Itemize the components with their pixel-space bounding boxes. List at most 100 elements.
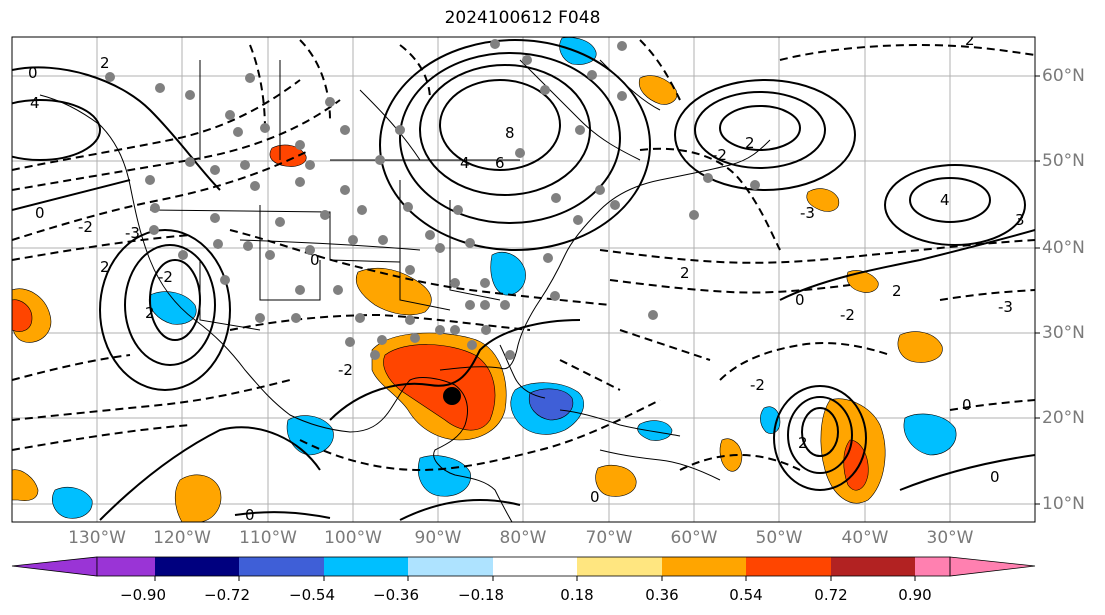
contour-label: -3 <box>998 298 1013 316</box>
lon-label-40w: 40°W <box>841 528 889 548</box>
colorbar-segment <box>408 557 493 576</box>
contour-zero-6 <box>99 426 321 521</box>
high-contour-canada-1 <box>439 79 561 171</box>
contour-label: 0 <box>962 396 972 414</box>
contour-label: 2 <box>745 134 755 152</box>
cool-anomaly-eastus <box>490 251 526 296</box>
colorbar-segment <box>239 557 324 576</box>
contour-label: 2 <box>680 264 690 282</box>
contour-label: 0 <box>590 488 600 506</box>
map-title: 2024100612 F048 <box>444 8 601 28</box>
contour-label: -2 <box>750 376 765 394</box>
lat-label-20n: 20°N <box>1042 408 1085 428</box>
contour-label: -3 <box>800 204 815 222</box>
dashed-contours <box>12 39 1035 472</box>
colorbar-tick-label: −0.36 <box>373 586 419 604</box>
warm-anomaly-caribbean <box>595 465 637 497</box>
colorbar-tick-label: 0.18 <box>560 586 594 604</box>
map-frame <box>11 36 1036 523</box>
contour-label: 4 <box>30 94 40 112</box>
colorbar-tick-label: −0.90 <box>120 586 166 604</box>
station-markers <box>105 39 760 360</box>
contour-label: 2 <box>892 282 902 300</box>
contour-lines <box>12 39 1035 521</box>
lat-label-40n: 40°N <box>1042 238 1085 258</box>
high-contour-west-1 <box>12 99 101 161</box>
high-contour-subtropical-2 <box>787 396 853 474</box>
contour-label: 2 <box>100 54 110 72</box>
high-contour-atlantic-3 <box>674 79 856 191</box>
contour-label: 0 <box>35 204 45 222</box>
lon-label-60w: 60°W <box>670 528 718 548</box>
cool-anomaly-atlantic <box>903 413 957 456</box>
shaded-fields <box>12 37 957 522</box>
contour-label: 2 <box>798 434 808 452</box>
coastlines <box>39 59 771 522</box>
contour-label: 0 <box>310 251 320 269</box>
contour-zero-2 <box>12 179 131 211</box>
contour-label: 6 <box>495 154 505 172</box>
colorbar-tick-label: 0.54 <box>729 586 763 604</box>
cool-anomaly-pacific <box>148 291 197 325</box>
colorbar-segment <box>155 557 239 576</box>
storm-center-marker <box>443 387 461 405</box>
contour-label: 0 <box>245 506 255 524</box>
colorbar-segment <box>746 557 831 576</box>
high-contour-east-2 <box>884 164 1026 246</box>
contour-label: -3 <box>125 224 140 242</box>
lon-label-90w: 90°W <box>414 528 462 548</box>
cool-anomaly-pacific-south <box>52 487 93 519</box>
cool-anomaly-yucatan <box>418 455 471 497</box>
high-contour-pacific-3 <box>99 229 231 391</box>
lon-label-30w: 30°W <box>926 528 974 548</box>
colorbar-segment <box>831 557 915 576</box>
lon-label-130w: 130°W <box>68 528 126 548</box>
colorbar-segment <box>493 557 577 576</box>
lon-label-110w: 110°W <box>239 528 297 548</box>
lat-label-60n: 60°N <box>1042 66 1085 86</box>
lon-label-50w: 50°W <box>755 528 803 548</box>
contour-label: -2 <box>712 146 727 164</box>
contour-label: -2 <box>840 306 855 324</box>
contour-label: 0 <box>990 468 1000 486</box>
contour-zero-7 <box>899 454 1035 491</box>
contour-label: 4 <box>460 154 470 172</box>
high-contour-canada-3 <box>399 52 621 224</box>
cool-anomaly-antilles <box>637 420 673 441</box>
high-contour-pacific-1 <box>149 259 201 341</box>
contour-zero-4 <box>779 229 1035 301</box>
colorbar-segment <box>324 557 408 576</box>
strong-warm-west <box>12 299 33 332</box>
colorbar-segment <box>97 557 155 576</box>
high-contour-atlantic-2 <box>694 91 826 169</box>
high-contour-canada-4 <box>379 39 651 251</box>
contour-label: 2 <box>965 31 975 49</box>
colorbar-segment <box>915 557 950 576</box>
colorbar-segment <box>662 557 746 576</box>
high-contour-subtropical-1 <box>801 407 839 457</box>
contour-label: 8 <box>505 124 515 142</box>
warm-anomaly-east <box>846 270 879 293</box>
colorbar-tick-label: −0.18 <box>458 586 504 604</box>
colorbar-tick-label: 0.90 <box>898 586 932 604</box>
contour-label: 2 <box>145 304 155 322</box>
contour-zero-3 <box>329 319 581 421</box>
contour-label: 0 <box>795 291 805 309</box>
colorbar-tick-label: −0.72 <box>204 586 250 604</box>
warm-anomaly-atlantic-2 <box>897 331 943 363</box>
cool-anomaly-mexico <box>286 415 334 456</box>
contour-label: -2 <box>158 268 173 286</box>
colorbar-tick-label: −0.54 <box>289 586 335 604</box>
lat-label-50n: 50°N <box>1042 151 1085 171</box>
warm-anomaly-southwest <box>12 469 39 501</box>
colorbar-tick-label: 0.72 <box>814 586 848 604</box>
contour-zero-8 <box>234 511 331 519</box>
colorbar-under-extension <box>11 556 98 577</box>
contour-label: 0 <box>28 64 38 82</box>
contour-label: -2 <box>338 361 353 379</box>
lon-label-120w: 120°W <box>153 528 211 548</box>
contour-labels: 0 2 4 -2 -3 2 0 -2 2 6 8 4 2 -2 0 2 -2 0… <box>28 31 1025 524</box>
high-contour-atlantic-1 <box>719 105 801 151</box>
contour-zero-5 <box>399 499 521 521</box>
